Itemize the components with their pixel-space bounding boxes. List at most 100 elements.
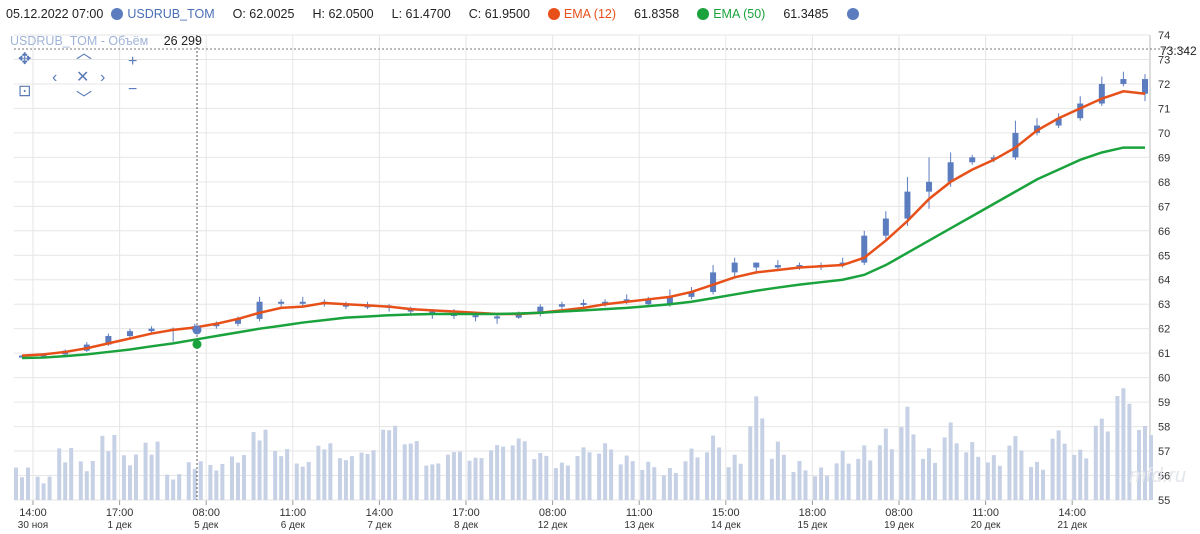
candle-body: [278, 301, 285, 304]
header-symbol[interactable]: USDRUB_TOM: [127, 7, 215, 21]
x-tick-time: 15:00: [712, 507, 740, 519]
candle-body: [299, 301, 306, 304]
volume-bar: [489, 450, 494, 500]
volume-bar: [467, 460, 472, 500]
volume-bar: [933, 462, 938, 500]
volume-bar: [220, 463, 225, 500]
candle-body: [774, 265, 781, 268]
ema50-label[interactable]: EMA (50): [713, 7, 766, 21]
x-tick-time: 17:00: [452, 507, 480, 519]
volume-bar: [603, 443, 608, 500]
volume-bar: [717, 447, 722, 500]
x-tick-time: 14:00: [1058, 507, 1086, 519]
pan-icon[interactable]: ✥: [18, 51, 32, 68]
volume-bar: [387, 430, 392, 500]
chevron-up-icon[interactable]: ︿: [76, 45, 93, 62]
volume-bar: [1084, 458, 1089, 500]
candle-body: [256, 301, 263, 319]
volume-bar: [1007, 445, 1012, 500]
chevron-left-icon[interactable]: ‹: [52, 69, 58, 86]
volume-bar: [112, 435, 117, 500]
volume-bar: [1056, 430, 1061, 500]
ema12-dot-icon: [547, 8, 560, 20]
candle-body: [1120, 79, 1127, 84]
chevron-down-icon[interactable]: ﹀: [76, 91, 93, 108]
zoom-area-icon[interactable]: ⊡: [18, 83, 32, 100]
volume-bar: [343, 460, 348, 500]
y-tick-label: 69: [1158, 152, 1170, 164]
y-tick-label: 72: [1158, 79, 1170, 91]
volume-bar: [408, 443, 413, 500]
x-tick-time: 11:00: [972, 507, 999, 519]
volume-bar: [1013, 436, 1018, 500]
volume-bar: [121, 455, 126, 500]
x-tick-date: 1 дек: [108, 520, 133, 531]
symbol-dot-icon: [111, 8, 124, 20]
volume-bar: [976, 456, 981, 500]
volume-bar: [516, 438, 521, 500]
candle-body: [1142, 79, 1148, 94]
reset-icon[interactable]: ✕: [76, 69, 90, 86]
volume-bar: [371, 450, 376, 500]
crosshair-candle-dot: [192, 325, 202, 335]
volume-bar: [856, 458, 861, 500]
volume-bar: [235, 462, 240, 500]
volume-bar: [889, 449, 894, 500]
volume-bar: [1143, 425, 1147, 500]
volume-bar: [177, 474, 182, 500]
volume-bar: [559, 462, 564, 500]
volume-bar: [436, 463, 441, 500]
candle-body: [666, 296, 673, 305]
volume-bar: [1121, 388, 1126, 500]
chart-navigation: ✥ ⊡ ︿ ‹ ✕ › ﹀ + −: [18, 46, 148, 116]
volume-bar: [791, 472, 796, 500]
chevron-right-icon[interactable]: ›: [100, 69, 106, 86]
volume-bar: [273, 450, 278, 500]
x-tick-date: 5 дек: [194, 520, 219, 531]
volume-bar: [661, 475, 666, 500]
y-tick-label: 65: [1158, 250, 1170, 262]
volume-bar: [775, 441, 780, 500]
volume-bar: [1062, 443, 1067, 500]
candle-body: [731, 262, 738, 273]
candle-body: [1012, 132, 1019, 158]
volume-bar: [877, 445, 882, 500]
volume-bar: [738, 463, 743, 500]
volume-bar: [133, 454, 138, 500]
x-tick-time: 11:00: [279, 507, 306, 519]
candle-body: [537, 306, 544, 314]
vertical-gridlines: [32, 35, 1073, 505]
candle-body: [105, 336, 112, 345]
candle-body: [126, 331, 133, 337]
volume-bar: [575, 456, 580, 500]
volume-bar: [414, 441, 419, 500]
volume-bar: [251, 432, 256, 500]
y-tick-label: 61: [1158, 348, 1170, 360]
volume-bar: [451, 452, 456, 500]
volume-bar: [294, 463, 299, 500]
ema50-value: 61.3485: [783, 7, 829, 21]
volume-bar: [911, 434, 916, 500]
x-tick-date: 12 дек: [538, 520, 568, 531]
x-tick-date: 6 дек: [281, 520, 306, 531]
y-tick-label: 67: [1158, 201, 1170, 213]
candle-body: [558, 304, 565, 307]
candle-body: [861, 235, 868, 263]
candle-body: [19, 355, 25, 358]
volume-bar: [186, 462, 191, 500]
volume-bar: [26, 467, 30, 500]
extra-series-dot-icon[interactable]: [846, 8, 859, 20]
volume-bar: [510, 445, 515, 500]
x-tick-date: 21 дек: [1057, 520, 1087, 531]
plus-icon[interactable]: +: [128, 53, 138, 70]
volume-bar: [689, 448, 694, 500]
y-tick-label: 74: [1158, 30, 1170, 42]
candle-body: [990, 157, 997, 160]
ema12-label[interactable]: EMA (12): [563, 7, 617, 21]
volume-bar: [587, 452, 592, 500]
price-marker-label: 73.342: [1160, 44, 1197, 58]
volume-bar: [1029, 466, 1034, 500]
volume-bar: [825, 475, 830, 500]
minus-icon[interactable]: −: [128, 81, 138, 98]
